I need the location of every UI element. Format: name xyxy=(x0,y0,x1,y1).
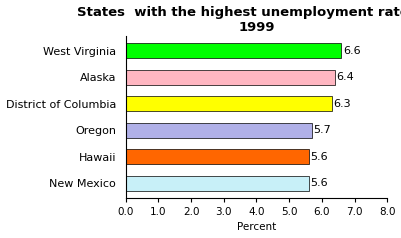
Bar xyxy=(126,44,341,58)
Bar xyxy=(126,70,335,84)
Text: 6.4: 6.4 xyxy=(336,72,354,82)
Text: 5.6: 5.6 xyxy=(310,152,328,162)
Bar xyxy=(126,96,332,111)
Text: 6.3: 6.3 xyxy=(333,99,351,109)
X-axis label: Percent: Percent xyxy=(237,223,276,233)
Text: 5.7: 5.7 xyxy=(314,125,331,135)
Title: States  with the highest unemployment rates in
1999: States with the highest unemployment rat… xyxy=(77,5,401,34)
Text: 6.6: 6.6 xyxy=(343,46,360,56)
Text: 5.6: 5.6 xyxy=(310,178,328,188)
Bar xyxy=(126,149,309,164)
Bar xyxy=(126,123,312,138)
Bar xyxy=(126,176,309,190)
